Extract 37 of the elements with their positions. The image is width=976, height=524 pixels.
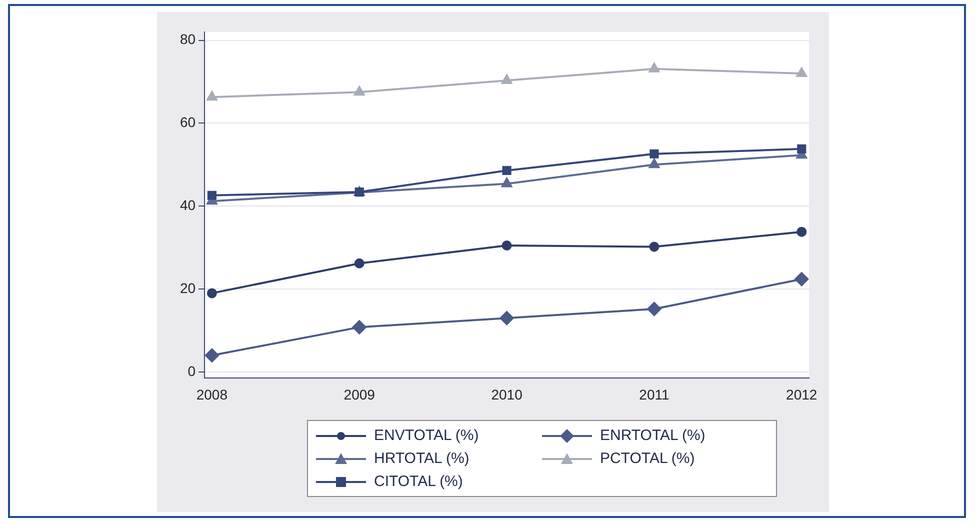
legend-label: HRTOTAL (%) (374, 450, 470, 467)
point (354, 258, 364, 268)
point (500, 311, 514, 326)
point (502, 240, 512, 251)
point (794, 272, 809, 286)
point (204, 348, 219, 362)
y-tick-label: 60 (180, 114, 196, 130)
x-tick-label: 2009 (344, 386, 376, 402)
x-tick-label: 2008 (196, 386, 228, 402)
point (354, 188, 364, 197)
y-tick-label: 40 (180, 196, 196, 213)
point (206, 91, 218, 101)
legend-label: ENRTOTAL (%) (600, 427, 706, 444)
point (354, 86, 365, 96)
x-tick-label: 2012 (786, 386, 818, 402)
legend-label: CITOTAL (%) (374, 473, 463, 490)
point (648, 62, 660, 72)
point (796, 226, 807, 237)
point (501, 74, 512, 84)
point (797, 144, 806, 154)
y-tick-label: 80 (180, 31, 196, 48)
x-tick-label: 2010 (491, 386, 523, 402)
y-tick-label: 0 (188, 362, 196, 379)
point (647, 302, 662, 316)
point (648, 158, 660, 168)
point (206, 288, 217, 298)
point (650, 149, 659, 158)
x-tick-label: 2011 (639, 386, 670, 402)
legend-label: PCTOTAL (%) (600, 450, 695, 467)
point (502, 166, 512, 176)
point (352, 320, 366, 334)
y-tick-label: 20 (180, 280, 196, 296)
point (207, 190, 216, 200)
point (796, 67, 807, 77)
legend-label: ENVTOTAL (%) (374, 427, 479, 444)
point (501, 178, 512, 188)
point (649, 242, 660, 252)
